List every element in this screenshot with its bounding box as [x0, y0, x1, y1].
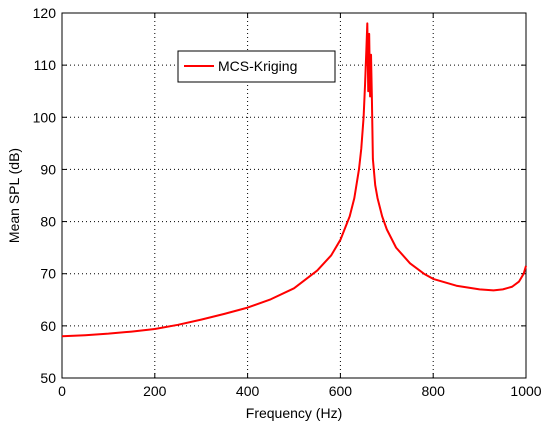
y-tick-label-100: 100 [33, 109, 57, 125]
legend-entry-mcs-kriging: MCS-Kriging [218, 58, 297, 74]
y-tick-label-90: 90 [40, 161, 56, 177]
y-axis-label: Mean SPL (dB) [6, 148, 22, 243]
x-axis-label: Frequency (Hz) [246, 405, 342, 421]
axis-ticks: 0 200 400 600 800 1000 50 60 70 80 90 100 110 120 [33, 5, 542, 399]
legend: MCS-Kriging [177, 50, 336, 83]
x-tick-label-600: 600 [329, 383, 353, 399]
y-tick-label-50: 50 [40, 370, 56, 386]
x-tick-label-800: 800 [422, 383, 446, 399]
x-tick-label-1000: 1000 [510, 383, 541, 399]
series-line-0 [61, 22, 527, 338]
y-tick-label-60: 60 [40, 318, 56, 334]
plot-frame [61, 12, 527, 379]
x-tick-label-200: 200 [143, 383, 167, 399]
y-tick-label-110: 110 [34, 57, 57, 73]
y-tick-label-70: 70 [40, 266, 56, 282]
x-tick-label-400: 400 [236, 383, 260, 399]
y-tick-label-80: 80 [40, 214, 56, 230]
y-tick-label-120: 120 [33, 5, 57, 21]
series-group [61, 22, 527, 338]
x-tick-label-0: 0 [58, 383, 66, 399]
